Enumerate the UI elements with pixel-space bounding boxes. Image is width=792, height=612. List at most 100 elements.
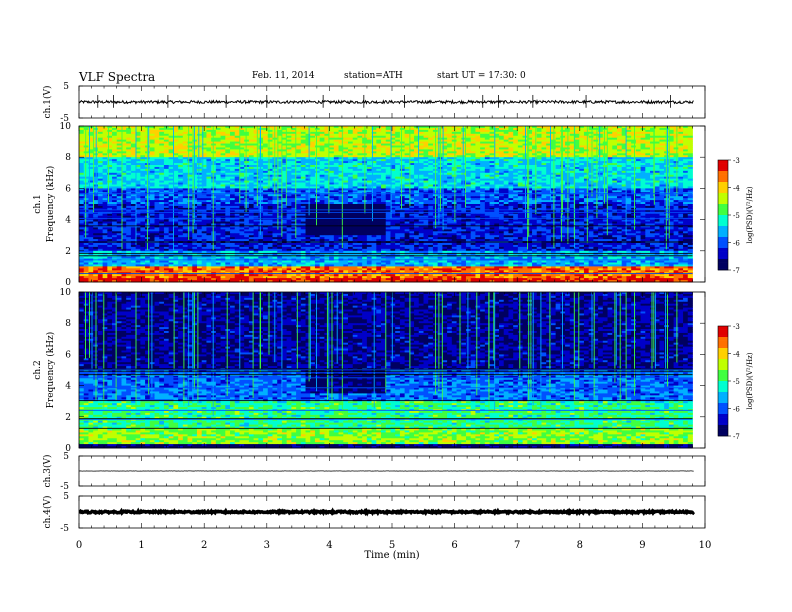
ch3-waveform-y-tick-label: 5	[63, 452, 69, 462]
colorbar-swatch	[718, 244, 728, 247]
colorbar-tick-label: -5	[733, 378, 740, 386]
ch3-waveform-y-tick-label: -5	[60, 482, 69, 492]
colorbar-swatch	[718, 370, 728, 373]
colorbar-swatch	[718, 397, 728, 400]
colorbar-swatch	[718, 373, 728, 376]
colorbar-swatch	[718, 178, 728, 181]
colorbar-swatch	[718, 351, 728, 354]
colorbar-swatch	[718, 235, 728, 238]
colorbar-swatch	[718, 220, 728, 223]
colorbar-swatch	[718, 333, 728, 336]
colorbar-swatch	[718, 189, 728, 192]
ch1-spectrogram-y-label-channel: ch.1	[33, 194, 43, 213]
colorbar-swatch	[718, 260, 728, 263]
colorbar-swatch	[718, 344, 728, 347]
colorbar-swatch	[718, 198, 728, 201]
colorbar-swatch	[718, 377, 728, 380]
colorbar-tick-label: -4	[733, 351, 740, 359]
colorbar-swatch	[718, 209, 728, 212]
colorbar-swatch	[718, 191, 728, 194]
plot-date: Feb. 11, 2014	[252, 71, 315, 81]
colorbar-swatch	[718, 242, 728, 245]
x-tick-label: 1	[138, 540, 144, 551]
colorbar-swatch	[718, 182, 728, 185]
ch1-waveform-trace	[78, 98, 694, 106]
colorbar-swatch	[718, 408, 728, 411]
colorbar-swatch	[718, 359, 728, 362]
colorbar-swatch	[718, 193, 728, 196]
colorbar-tick-label: -7	[733, 267, 740, 275]
colorbar-swatch	[718, 268, 728, 271]
ch4-waveform-y-tick-label: 5	[63, 492, 69, 502]
colorbar-swatch	[718, 259, 728, 262]
x-tick-label: 5	[389, 540, 395, 551]
colorbar-tick-label: -3	[733, 323, 740, 331]
colorbar-swatch	[718, 238, 728, 241]
plot-start-time: start UT = 17:30: 0	[437, 71, 526, 81]
colorbar-swatch	[718, 393, 728, 396]
colorbar-swatch	[718, 386, 728, 389]
colorbar-swatch	[718, 432, 728, 435]
colorbar-swatch	[718, 335, 728, 338]
x-tick-label: 7	[514, 540, 520, 551]
colorbar-tick-label: -6	[733, 240, 740, 248]
colorbar-swatch	[718, 337, 728, 340]
colorbar-swatch	[718, 379, 728, 382]
colorbar-swatch	[718, 421, 728, 424]
colorbar-swatch	[718, 381, 728, 384]
colorbar-swatch	[718, 196, 728, 199]
colorbar-swatch	[718, 404, 728, 407]
ch4-waveform-y-tick-label: -5	[60, 524, 69, 534]
colorbar-swatch	[718, 346, 728, 349]
colorbar-swatch	[718, 176, 728, 179]
colorbar-swatch	[718, 430, 728, 433]
colorbar-swatch	[718, 160, 728, 163]
ch1-spectrogram-y-tick-label: 10	[60, 122, 72, 132]
colorbar-tick-label: -5	[733, 212, 740, 220]
colorbar-label: log(PSD)(V²/Hz)	[746, 186, 754, 243]
colorbar-swatch	[718, 403, 728, 406]
ch2-spectrogram-y-tick-label: 2	[65, 413, 71, 423]
colorbar-swatch	[718, 399, 728, 402]
ch1-waveform-y-label: ch.1(V)	[42, 86, 53, 119]
colorbar-swatch	[718, 187, 728, 190]
colorbar-swatch	[718, 246, 728, 249]
colorbar-swatch	[718, 390, 728, 393]
colorbar-swatch	[718, 340, 728, 343]
colorbar-swatch	[718, 207, 728, 210]
colorbar-tick-label: -7	[733, 433, 740, 441]
colorbar-label: log(PSD)(V²/Hz)	[746, 352, 754, 409]
colorbar-swatch	[718, 266, 728, 269]
colorbar-swatch	[718, 412, 728, 415]
colorbar-swatch	[718, 169, 728, 172]
ch2-spectrogram-y-tick-label: 10	[60, 288, 72, 298]
colorbar-swatch	[718, 326, 728, 329]
colorbar-swatch	[718, 419, 728, 422]
colorbar-swatch	[718, 163, 728, 166]
colorbar-swatch	[718, 171, 728, 174]
colorbar-swatch	[718, 248, 728, 251]
colorbar-swatch	[718, 415, 728, 418]
colorbar-swatch	[718, 338, 728, 341]
colorbar-swatch	[718, 249, 728, 252]
colorbar-swatch	[718, 224, 728, 227]
colorbar-swatch	[718, 357, 728, 360]
colorbar-swatch	[718, 194, 728, 197]
colorbar-swatch	[718, 364, 728, 367]
ch2-spectrogram-y-tick-label: 6	[65, 350, 71, 360]
colorbar-swatch	[718, 353, 728, 356]
plot-station: station=ATH	[344, 71, 403, 81]
colorbar-swatch	[718, 237, 728, 240]
colorbar-swatch	[718, 183, 728, 186]
ch4-waveform-trace	[78, 507, 696, 517]
x-tick-label: 10	[699, 540, 712, 551]
ch1-spectrogram-y-tick-label: 2	[65, 247, 71, 257]
ch2-spectrogram-y-label-channel: ch.2	[33, 360, 43, 379]
colorbar-swatch	[718, 392, 728, 395]
colorbar-swatch	[718, 257, 728, 260]
colorbar-swatch	[718, 368, 728, 371]
colorbar-swatch	[718, 218, 728, 221]
ch1-spectrogram-y-tick-label: 0	[65, 278, 71, 288]
colorbar-swatch	[718, 355, 728, 358]
colorbar-swatch	[718, 205, 728, 208]
